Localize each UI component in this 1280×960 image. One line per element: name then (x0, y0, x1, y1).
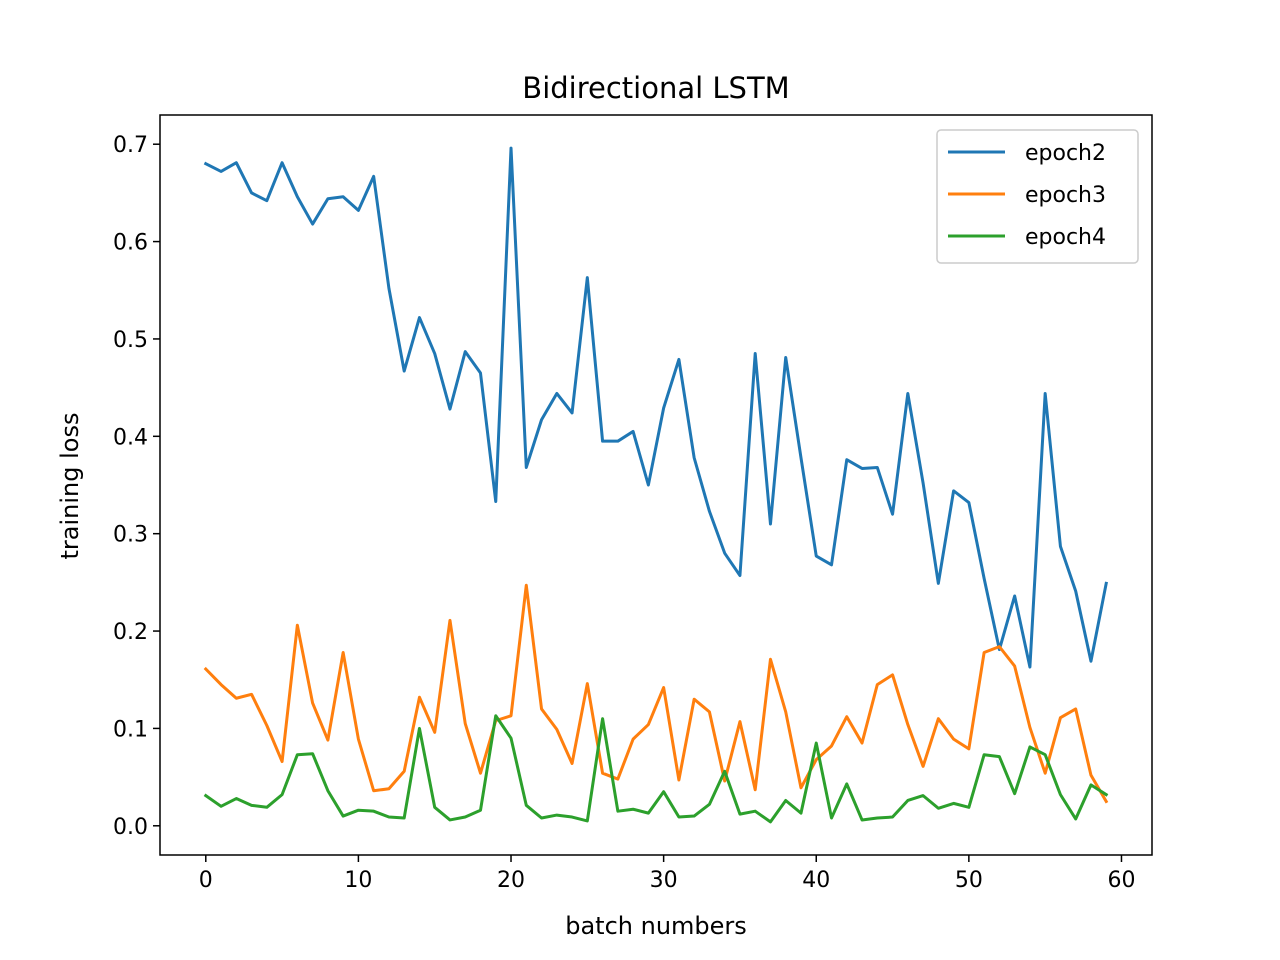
x-tick-label: 60 (1107, 868, 1135, 893)
x-tick-label: 30 (650, 868, 678, 893)
legend-label-epoch2: epoch2 (1025, 141, 1106, 166)
chart-title: Bidirectional LSTM (522, 71, 789, 105)
x-tick-label: 40 (802, 868, 830, 893)
legend-label-epoch3: epoch3 (1025, 183, 1106, 208)
y-tick-label: 0.2 (113, 620, 148, 645)
series-line-epoch2 (203, 146, 1108, 669)
y-tick-label: 0.3 (113, 523, 148, 548)
y-tick-label: 0.0 (113, 815, 148, 840)
y-axis-label: training loss (56, 413, 84, 560)
legend: epoch2 epoch3 epoch4 (936, 129, 1139, 264)
legend-box (936, 129, 1139, 264)
x-tick-label: 20 (497, 868, 525, 893)
legend-label-epoch4: epoch4 (1025, 225, 1106, 250)
x-axis-label: batch numbers (565, 912, 747, 940)
x-tick-label: 50 (955, 868, 983, 893)
series-line-epoch3 (203, 583, 1109, 804)
y-tick-label: 0.7 (113, 133, 148, 158)
axes-frame (159, 114, 1153, 856)
y-tick-label: 0.1 (113, 717, 148, 742)
plot-area: 0 10 20 30 40 50 60 0.0 0.1 0.2 0.3 0.4 0.5 0.6 0.7 (113, 114, 1153, 893)
y-tick-label: 0.5 (113, 328, 148, 353)
x-tick-label: 0 (199, 868, 213, 893)
x-tick-label: 10 (344, 868, 372, 893)
series-line-epoch4 (203, 714, 1109, 824)
y-tick-label: 0.6 (113, 231, 148, 256)
y-tick-label: 0.4 (113, 425, 148, 450)
